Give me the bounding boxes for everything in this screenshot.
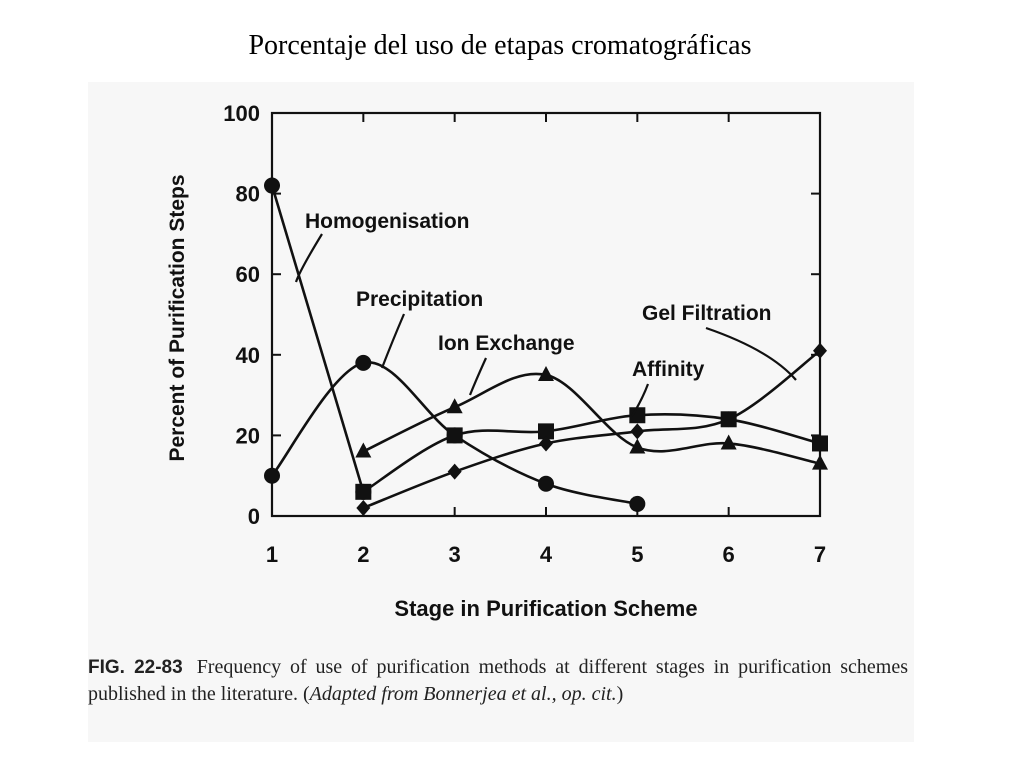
chart-markers	[264, 177, 828, 516]
x-tick-label: 2	[357, 542, 369, 567]
data-point-affinity	[355, 483, 372, 500]
y-tick-label: 60	[236, 262, 260, 287]
series-line-gel-filtration	[362, 349, 821, 510]
leader-line-precipitation	[380, 313, 406, 369]
data-point-ion-exchange	[720, 434, 737, 450]
series-label-precipitation: Precipitation	[356, 288, 483, 311]
data-point-precipitation	[629, 495, 646, 512]
data-point-precipitation	[264, 467, 280, 484]
data-point-ion-exchange	[446, 398, 463, 414]
figure-caption: FIG. 22-83 Frequency of use of purificati…	[88, 654, 908, 707]
series-line-ion-exchange	[362, 372, 821, 465]
series-label-ion-exchange: Ion Exchange	[438, 332, 575, 355]
data-point-precipitation	[355, 354, 372, 371]
x-tick-label: 7	[814, 542, 826, 567]
leader-line-homogenisation	[294, 233, 323, 283]
x-tick-label: 6	[723, 542, 735, 567]
series-label-affinity: Affinity	[632, 358, 705, 381]
data-point-affinity	[629, 407, 646, 424]
y-tick-label: 80	[236, 182, 260, 207]
data-point-affinity	[538, 423, 554, 440]
data-point-gel-filtration	[630, 423, 645, 440]
data-point-ion-exchange	[538, 365, 554, 381]
series-line-homogenisation	[270, 185, 365, 493]
leader-line-gel-filtration	[705, 326, 797, 381]
x-axis-label: Stage in Purification Scheme	[394, 596, 697, 621]
caption-text: Frequency of use of purification methods…	[88, 656, 908, 705]
data-point-gel-filtration	[539, 435, 553, 452]
series-label-gel-filtration: Gel Filtration	[642, 302, 772, 325]
caption-source: Adapted from Bonnerjea et al., op. cit.	[309, 683, 617, 705]
data-point-gel-filtration	[813, 342, 827, 359]
slide-title: Porcentaje del uso de etapas cromatográf…	[248, 30, 752, 61]
y-tick-label: 20	[236, 423, 260, 448]
y-tick-label: 40	[236, 343, 260, 368]
y-axis-label: Percent of Purification Steps	[166, 174, 189, 461]
figure-panel	[88, 82, 914, 742]
figure-number: FIG. 22-83	[88, 657, 183, 678]
y-tick-label: 0	[248, 504, 260, 529]
x-tick-label: 5	[631, 542, 643, 567]
data-point-gel-filtration	[356, 499, 371, 516]
caption-closing: )	[616, 683, 624, 705]
data-point-ion-exchange	[629, 438, 646, 454]
data-point-ion-exchange	[812, 454, 828, 470]
data-point-affinity	[446, 427, 463, 444]
data-point-ion-exchange	[355, 442, 372, 458]
leader-line-affinity	[631, 383, 650, 417]
data-point-precipitation	[538, 475, 554, 492]
y-tick-label: 100	[223, 101, 260, 126]
data-point-gel-filtration	[721, 411, 736, 428]
x-tick-label: 4	[540, 542, 553, 567]
x-tick-label: 3	[449, 542, 461, 567]
data-point-affinity	[812, 435, 828, 452]
series-label-homogenisation: Homogenisation	[305, 210, 470, 233]
data-point-gel-filtration	[447, 463, 462, 480]
x-tick-label: 1	[266, 542, 278, 567]
chart-series-labels: Homogenisation Precipitation Ion Exchange A…	[305, 210, 772, 381]
leader-line-ion-exchange	[468, 357, 488, 396]
chart-label-leaders	[294, 233, 797, 417]
line-chart: 1 2 3 4 5 6 7 0 20 40 60 80 100 Homogenisation Precip…	[166, 101, 828, 621]
data-point-homogenisation	[264, 177, 280, 194]
